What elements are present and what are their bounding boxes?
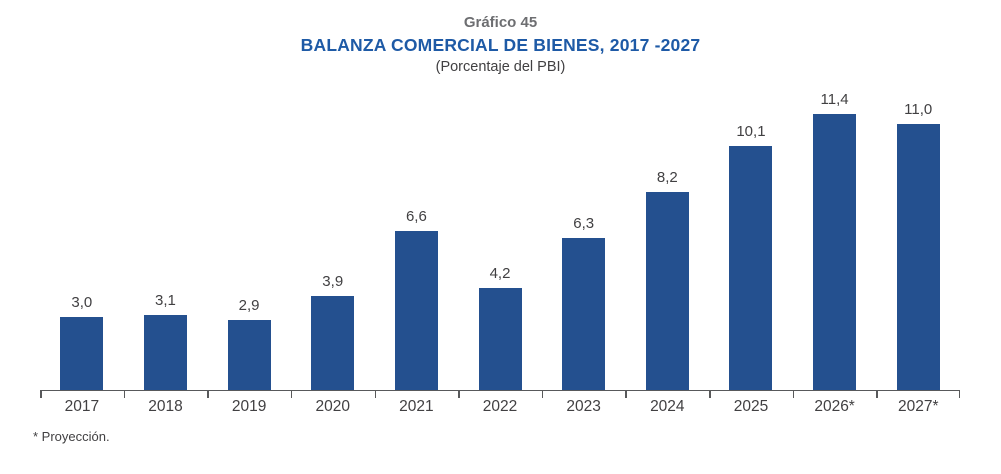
bar-value-label: 8,2 [656, 168, 678, 186]
bar: 11,4 [813, 91, 857, 390]
bar: 8,2 [645, 169, 689, 390]
bar-slot: 3,9 [291, 101, 375, 390]
x-axis-tick-label: 2018 [148, 397, 183, 415]
bar-slot: 6,3 [542, 101, 626, 390]
bar: 3,9 [311, 273, 355, 390]
chart-subtitle: (Porcentaje del PBI) [435, 58, 566, 75]
x-axis-tick-label: 2022 [482, 397, 518, 415]
bar: 6,6 [394, 208, 438, 390]
bar-value-label: 6,3 [573, 214, 595, 232]
bar-slot: 2,9 [207, 101, 291, 390]
figure-number-label: Gráfico 45 [463, 14, 538, 31]
bar-value-label: 3,0 [71, 293, 93, 311]
bar-value-label: 2,9 [238, 296, 260, 314]
bar-value-label: 10,1 [736, 122, 766, 140]
x-axis-tick-label: 2021 [399, 397, 434, 415]
x-axis-tick-label: 2019 [231, 397, 267, 415]
footnote: * Proyección. [33, 428, 110, 444]
chart-header: Gráfico 45 BALANZA COMERCIAL DE BIENES, … [0, 0, 1001, 77]
bar-value-label: 6,6 [405, 207, 427, 225]
x-axis-tick-label: 2026* [814, 397, 855, 415]
bar-value-label: 3,1 [155, 291, 176, 309]
bar: 2,9 [227, 297, 271, 390]
x-axis-tick-label: 2020 [315, 397, 350, 415]
bar: 11,0 [896, 101, 940, 390]
chart-title: BALANZA COMERCIAL DE BIENES, 2017 -2027 [300, 34, 701, 55]
bar-slot: 4,2 [458, 101, 542, 390]
bar: 3,1 [143, 292, 187, 390]
bar: 4,2 [478, 265, 522, 390]
bar-value-label: 4,2 [489, 264, 511, 282]
bar-value-label: 3,9 [322, 272, 344, 290]
bar-value-label: 11,0 [904, 100, 933, 118]
x-axis-labels: 2017 2018 2019 2020 2021 2022 2023 2024 2025 2026… [40, 391, 960, 416]
x-axis-tick-label: 2023 [566, 397, 601, 415]
bar-slot: 3,1 [124, 101, 208, 390]
x-axis-tick-label: 2027* [897, 397, 939, 415]
bar: 10,1 [729, 123, 773, 390]
x-axis-tick-label: 2024 [650, 397, 685, 415]
bar-slot: 8,2 [625, 101, 709, 390]
bar-value-label: 11,4 [820, 90, 849, 108]
x-axis-tick-label: 2025 [733, 397, 769, 415]
x-axis-tick-label: 2017 [64, 397, 100, 415]
bar: 3,0 [60, 294, 104, 390]
bar-slot: 11,0 [876, 101, 960, 390]
bar-slot: 10,1 [709, 101, 793, 390]
plot-area: 3,0 3,1 2,9 3,9 6,6 4,2 6,3 8,2 10,1 11,4 11,0 [40, 91, 960, 391]
bar: 6,3 [562, 215, 606, 390]
bar-chart: 3,0 3,1 2,9 3,9 6,6 4,2 6,3 8,2 10,1 11,4 11,0 201… [40, 91, 960, 416]
bar-slot: 6,6 [375, 101, 459, 390]
bar-slot: 11,4 [793, 91, 877, 390]
bar-slot: 3,0 [40, 101, 124, 390]
